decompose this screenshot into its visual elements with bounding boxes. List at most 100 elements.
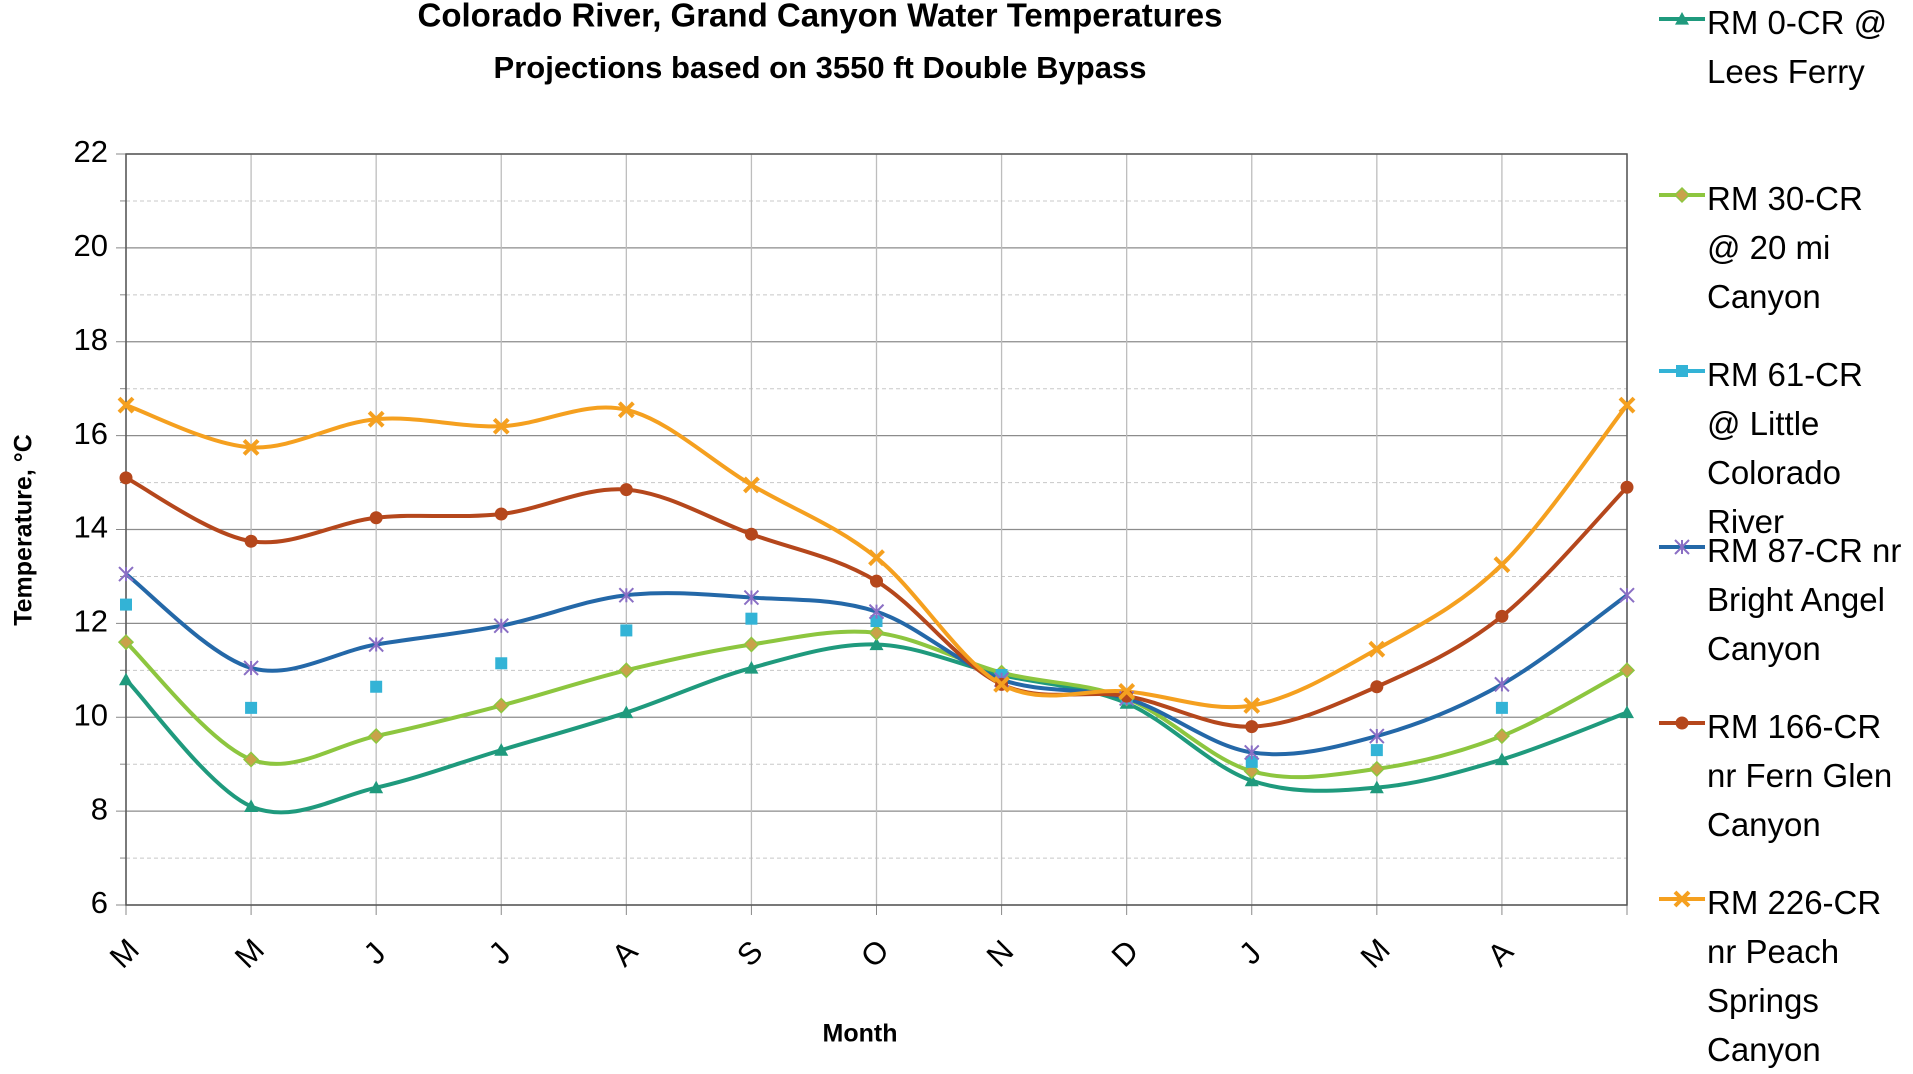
- marker: [1494, 676, 1510, 693]
- marker: [743, 476, 760, 494]
- marker: [243, 660, 259, 676]
- marker: [868, 549, 885, 567]
- marker: [368, 727, 385, 745]
- x-tick-label: O: [854, 932, 896, 974]
- y-tick-label: 10: [74, 697, 108, 732]
- marker: [243, 751, 260, 768]
- marker: [743, 589, 760, 606]
- y-tick-label: 14: [74, 510, 108, 545]
- marker: [367, 410, 385, 428]
- marker: [1493, 556, 1511, 574]
- y-tick-label: 22: [74, 134, 108, 169]
- legend-label: RM 30-CR @ 20 mi Canyon: [1707, 180, 1863, 315]
- legend-label: RM 87-CR nr Bright Angel Canyon: [1707, 532, 1902, 667]
- marker: [869, 637, 884, 651]
- marker: [368, 636, 384, 653]
- marker: [1619, 587, 1635, 603]
- marker: [1674, 539, 1690, 555]
- marker: [495, 657, 508, 670]
- marker: [1620, 705, 1634, 719]
- chart-title: Colorado River, Grand Canyon Water Tempe…: [417, 0, 1222, 34]
- marker: [1369, 780, 1384, 794]
- marker: [1245, 720, 1259, 734]
- marker: [1243, 697, 1261, 714]
- marker: [119, 471, 133, 485]
- legend-item: RM 166-CR nr Fern Glen Canyon: [1655, 702, 1905, 849]
- marker: [743, 636, 760, 653]
- marker: [1244, 773, 1259, 787]
- x-tick-label: J: [357, 936, 393, 972]
- marker: [870, 615, 883, 628]
- marker: [620, 624, 633, 637]
- x-axis-label: Month: [823, 1020, 898, 1048]
- marker: [494, 743, 509, 756]
- marker: [744, 527, 758, 541]
- x-tick-label: M: [103, 932, 146, 975]
- legend-swatch: [1659, 539, 1705, 555]
- legend-item: RM 226-CR nr Peach Springs Canyon: [1655, 878, 1905, 1074]
- marker: [1673, 186, 1691, 204]
- x-tick-label: N: [980, 933, 1021, 974]
- chart-subtitle: Projections based on 3550 ft Double Bypa…: [494, 50, 1147, 85]
- marker: [245, 701, 258, 714]
- marker: [1368, 640, 1386, 658]
- marker: [493, 697, 510, 714]
- y-tick-label: 12: [74, 604, 108, 639]
- marker: [493, 618, 509, 634]
- marker: [868, 603, 885, 620]
- marker: [1618, 396, 1636, 414]
- marker: [1368, 760, 1385, 777]
- legend-item: RM 87-CR nr Bright Angel Canyon: [1655, 526, 1905, 673]
- legend-item: RM 30-CR @ 20 mi Canyon: [1655, 174, 1905, 321]
- x-tick-label: M: [1354, 932, 1397, 975]
- marker: [494, 507, 508, 521]
- x-tick-label: J: [482, 936, 518, 972]
- marker: [1369, 728, 1385, 744]
- marker: [1494, 752, 1509, 766]
- marker: [118, 566, 134, 582]
- x-tick-label: M: [228, 932, 271, 975]
- y-tick-label: 8: [91, 791, 108, 826]
- marker: [369, 780, 384, 794]
- marker: [1675, 716, 1689, 730]
- marker: [120, 598, 132, 611]
- x-tick-label: S: [730, 934, 769, 973]
- x-tick-label: J: [1232, 936, 1268, 972]
- marker: [745, 612, 758, 625]
- series-line: [125, 403, 1629, 710]
- legend-swatch: [1659, 365, 1705, 377]
- legend-swatch: [1659, 12, 1705, 25]
- marker: [618, 662, 635, 679]
- marker: [1493, 727, 1510, 745]
- legend-label: RM 226-CR nr Peach Springs Canyon: [1707, 884, 1882, 1068]
- legend-label: RM 61-CR @ Little Colorado River: [1707, 356, 1863, 540]
- marker: [242, 438, 260, 456]
- legend-swatch: [1659, 716, 1705, 730]
- marker: [244, 799, 259, 813]
- marker: [1620, 480, 1634, 494]
- y-tick-label: 18: [74, 322, 108, 357]
- marker: [1370, 744, 1383, 757]
- y-axis-label: Temperature, °C: [10, 434, 38, 626]
- legend-swatch: [1659, 186, 1705, 204]
- marker: [119, 672, 133, 686]
- marker: [1618, 662, 1636, 679]
- marker: [993, 675, 1010, 693]
- legend-label: RM 166-CR nr Fern Glen Canyon: [1707, 708, 1893, 843]
- x-tick-label: D: [1105, 933, 1146, 974]
- marker: [618, 587, 635, 603]
- marker: [1675, 12, 1689, 25]
- marker: [868, 624, 885, 641]
- marker: [870, 574, 883, 588]
- y-tick-label: 6: [91, 885, 108, 920]
- legend-item: RM 0-CR @ Lees Ferry: [1655, 0, 1905, 96]
- marker: [1245, 755, 1258, 768]
- marker: [1370, 680, 1384, 694]
- marker: [1676, 365, 1688, 377]
- y-tick-label: 20: [74, 228, 108, 263]
- x-tick-label: A: [605, 933, 645, 973]
- y-tick-label: 16: [74, 416, 108, 451]
- legend-label: RM 0-CR @ Lees Ferry: [1707, 4, 1888, 90]
- legend-swatch: [1659, 890, 1705, 908]
